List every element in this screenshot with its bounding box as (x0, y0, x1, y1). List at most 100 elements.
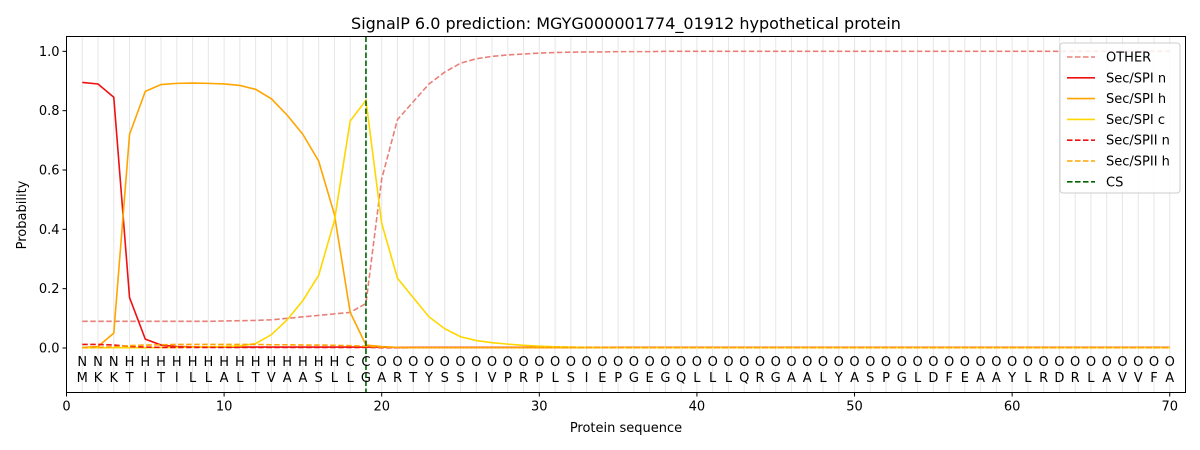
residue-letter: Q (739, 371, 749, 386)
chart-title: SignalP 6.0 prediction: MGYG000001774_01… (351, 14, 901, 34)
residue-letter: S (315, 371, 323, 386)
residue-letter: L (693, 371, 701, 386)
residue-label: O (991, 355, 1001, 370)
residue-letter: K (110, 371, 119, 386)
legend-entry: Sec/SPII n (1106, 134, 1170, 149)
residue-letter: I (143, 371, 147, 386)
y-axis-label: Probability (15, 180, 30, 249)
residue-label: O (597, 355, 607, 370)
residue-letter: L (725, 371, 733, 386)
residue-label: H (251, 355, 261, 370)
residue-label: O (1133, 355, 1143, 370)
residue-label: O (660, 355, 670, 370)
residue-label: O (645, 355, 655, 370)
residue-label: N (109, 355, 119, 370)
x-tick-label: 0 (62, 400, 70, 415)
residue-label: O (1102, 355, 1112, 370)
residue-letter: S (456, 371, 464, 386)
residue-label: O (771, 355, 781, 370)
series-line-sec-spi-n (82, 81, 1170, 349)
residue-letter: V (1118, 371, 1127, 386)
residue-letter: R (1039, 371, 1048, 386)
residue-letter: S (866, 371, 874, 386)
y-tick-label: 0.2 (39, 282, 60, 297)
residue-letter: V (267, 371, 276, 386)
x-axis-ticks: 0 10 20 30 40 50 60 70 (62, 392, 1178, 415)
residue-label: O (534, 355, 544, 370)
residue-label: O (865, 355, 875, 370)
residue-label: O (849, 355, 859, 370)
residue-label: H (219, 355, 229, 370)
residue-letter: Y (424, 371, 433, 386)
residue-letter: E (646, 371, 654, 386)
residue-letter: T (408, 371, 417, 386)
residue-letter: R (1071, 371, 1080, 386)
residue-label: O (708, 355, 718, 370)
residue-label: O (1117, 355, 1127, 370)
residue-label: O (392, 355, 402, 370)
residue-label: O (518, 355, 528, 370)
legend: OTHER Sec/SPI n Sec/SPI h Sec/SPI c Sec/SPII… (1059, 42, 1181, 194)
residue-label: O (897, 355, 907, 370)
residue-letter: D (1054, 371, 1064, 386)
residue-letter: V (1134, 371, 1143, 386)
residue-label: H (188, 355, 198, 370)
residue-letter: L (914, 371, 922, 386)
residue-label: H (156, 355, 166, 370)
residue-letter: E (961, 371, 969, 386)
x-tick-label: 10 (216, 400, 233, 415)
residue-label: O (818, 355, 828, 370)
residue-letter: T (156, 371, 165, 386)
residue-label: O (1070, 355, 1080, 370)
residue-letter: L (1024, 371, 1032, 386)
residue-letter: F (1150, 371, 1157, 386)
residue-label: N (93, 355, 103, 370)
series-line-sec-spi-c (82, 98, 1170, 349)
y-tick-label: 0.6 (39, 164, 60, 179)
residue-letter: L (189, 371, 197, 386)
residue-letter: L (551, 371, 559, 386)
residue-label: O (440, 355, 450, 370)
residue-letter: T (125, 371, 134, 386)
residue-letter: L (819, 371, 827, 386)
x-tick-label: 40 (689, 400, 706, 415)
residue-label: H (203, 355, 213, 370)
residue-letter: A (1165, 371, 1174, 386)
residue-letter: I (175, 371, 179, 386)
residue-letter: R (393, 371, 402, 386)
residue-label: O (944, 355, 954, 370)
residue-letter: G (361, 371, 371, 386)
residue-letter: G (660, 371, 670, 386)
residue-label: H (330, 355, 340, 370)
residue-letter: Y (1007, 371, 1016, 386)
plot-area (82, 36, 1170, 393)
residue-label: O (1007, 355, 1017, 370)
residue-label: H (314, 355, 324, 370)
residue-letter: K (94, 371, 103, 386)
y-tick-label: 0.4 (39, 223, 60, 238)
y-tick-label: 0.8 (39, 104, 60, 119)
residue-label: O (755, 355, 765, 370)
residue-letter: L (331, 371, 339, 386)
residue-label: O (408, 355, 418, 370)
residue-label: O (629, 355, 639, 370)
residue-letter: A (976, 371, 985, 386)
legend-entry: Sec/SPI c (1106, 113, 1165, 128)
residue-label: O (723, 355, 733, 370)
series-line-sec-spii-h (82, 343, 1170, 349)
residue-label: O (802, 355, 812, 370)
residue-label: O (1086, 355, 1096, 370)
residue-letter: E (598, 371, 606, 386)
residue-letter: P (504, 371, 512, 386)
y-tick-label: 0.0 (39, 342, 60, 357)
residue-label: O (975, 355, 985, 370)
axes-frame (66, 36, 1186, 393)
residue-letter: L (236, 371, 244, 386)
residue-letter: R (755, 371, 764, 386)
residue-label: H (125, 355, 135, 370)
residue-letter: L (347, 371, 355, 386)
residue-label: O (566, 355, 576, 370)
residue-letter: P (535, 371, 543, 386)
y-axis-ticks: 0.0 0.2 0.4 0.6 0.8 1.0 (39, 45, 67, 357)
residue-label: O (424, 355, 434, 370)
